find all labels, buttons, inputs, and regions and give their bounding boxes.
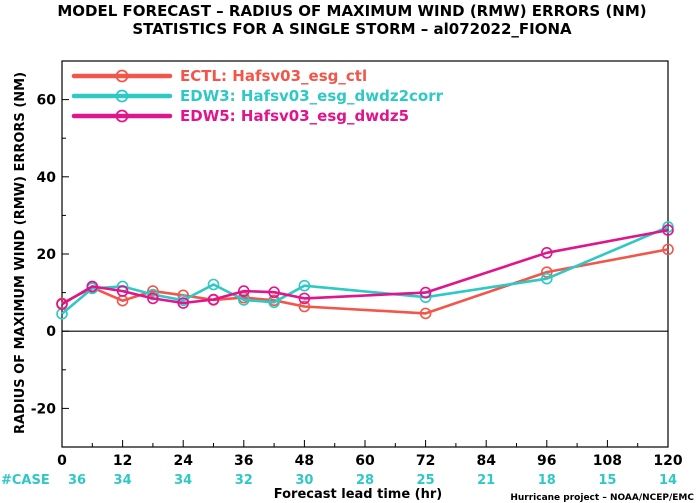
- data-point: [540, 266, 553, 278]
- case-count: 18: [538, 473, 556, 488]
- case-count: 21: [477, 473, 495, 488]
- data-point: [238, 294, 250, 306]
- x-tick-label: 60: [355, 453, 375, 469]
- case-count: 30: [295, 473, 313, 488]
- series-edw3: [56, 221, 674, 320]
- case-count: 36: [68, 473, 86, 488]
- data-point: [662, 243, 674, 256]
- series-line: [61, 225, 669, 315]
- y-tick-label: 0: [46, 324, 56, 340]
- case-count-row: #CASE 36 34 34 32 30 28 25 21 18 15 14: [1, 473, 677, 488]
- y-axis-ticks: -20 0 20 40 60: [31, 93, 69, 417]
- x-tick-label: 36: [234, 453, 253, 469]
- legend: ECTL: Hafsv03_esg_ctl EDW3: Hafsv03_esg_d…: [71, 67, 444, 125]
- case-count: 34: [114, 473, 132, 488]
- case-label: #CASE: [1, 473, 50, 488]
- data-point: [298, 279, 311, 292]
- series-layer: [56, 221, 674, 320]
- case-count: 14: [659, 473, 677, 488]
- x-tick-label: 120: [653, 453, 682, 469]
- y-tick-label: -20: [31, 401, 57, 417]
- y-tick-label: 20: [37, 247, 57, 263]
- data-point: [56, 298, 68, 310]
- x-tick-label: 48: [295, 453, 314, 469]
- series-ectl: [56, 243, 674, 320]
- legend-label: EDW3: Hafsv03_esg_dwdz2corr: [180, 87, 444, 105]
- data-point: [298, 292, 311, 305]
- data-point: [419, 307, 432, 320]
- case-count: 15: [598, 473, 616, 488]
- data-point: [177, 297, 189, 309]
- x-tick-label: 72: [416, 453, 435, 469]
- data-point: [86, 280, 99, 293]
- data-point: [116, 285, 129, 297]
- legend-label: ECTL: Hafsv03_esg_ctl: [180, 67, 367, 85]
- chart-title: MODEL FORECAST – RADIUS OF MAXIMUM WIND …: [57, 2, 646, 20]
- x-tick-label: 84: [476, 453, 496, 469]
- legend-label: EDW5: Hafsv03_esg_dwdz5: [180, 107, 409, 125]
- data-point: [662, 221, 674, 233]
- x-tick-label: 24: [173, 453, 193, 469]
- x-tick-label: 0: [57, 453, 67, 469]
- x-axis-label: Forecast lead time (hr): [274, 487, 442, 502]
- y-tick-label: 40: [37, 170, 57, 186]
- case-count: 34: [174, 473, 192, 488]
- data-point: [662, 224, 674, 236]
- data-point: [298, 300, 311, 313]
- data-point: [540, 247, 553, 259]
- legend-marker: [115, 109, 129, 123]
- legend-marker: [115, 89, 129, 103]
- x-tick-label: 108: [593, 453, 622, 469]
- x-tick-label: 96: [537, 453, 556, 469]
- case-count: 32: [235, 473, 253, 488]
- chart-subtitle: STATISTICS FOR A SINGLE STORM – al072022…: [132, 20, 572, 38]
- y-tick-label: 60: [37, 93, 57, 109]
- credit-text: Hurricane project – NOAA/NCEP/EMC: [510, 493, 694, 503]
- data-point: [147, 285, 159, 297]
- data-point: [540, 272, 553, 285]
- x-axis-ticks: 0 12 24 36 48 60 72 84 96 108 120: [57, 440, 683, 469]
- data-point: [268, 286, 280, 299]
- data-point: [419, 286, 432, 299]
- series-edw5: [56, 224, 674, 310]
- data-point: [238, 285, 250, 297]
- data-point: [147, 292, 159, 305]
- legend-marker: [115, 69, 129, 83]
- y-axis-label: RADIUS OF MAXIMUM WIND (RMW) ERRORS (NM): [13, 72, 28, 434]
- case-count: 25: [417, 473, 435, 488]
- data-point: [207, 293, 220, 306]
- data-point: [207, 278, 220, 291]
- x-tick-label: 12: [113, 453, 132, 469]
- case-count: 28: [356, 473, 374, 488]
